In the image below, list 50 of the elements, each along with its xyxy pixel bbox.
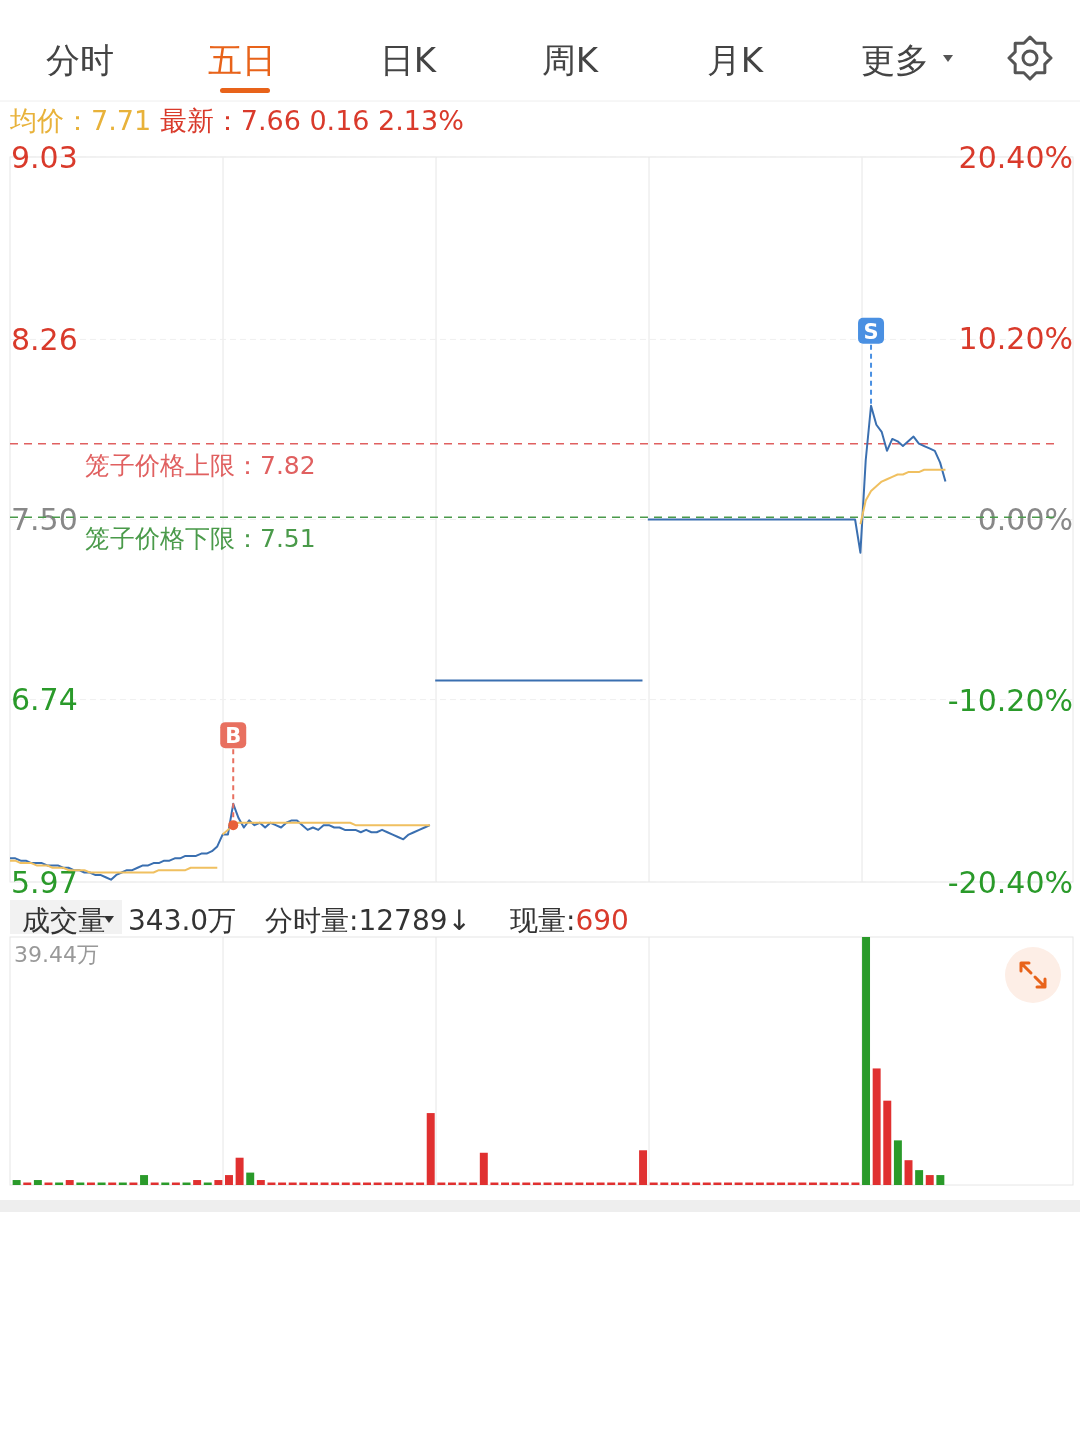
text: 分时 xyxy=(46,40,114,80)
bar xyxy=(65,1180,74,1185)
bar xyxy=(426,1113,435,1185)
chart-subtitle: 均价：7.71 最新：7.66 0.16 2.13% xyxy=(9,105,464,136)
bar xyxy=(479,1152,488,1185)
bar xyxy=(639,1150,648,1185)
text: 现量:690 xyxy=(510,903,629,937)
line-series xyxy=(221,820,431,836)
bar xyxy=(936,1175,945,1185)
bar xyxy=(12,1180,21,1185)
y2-tick-label: -20.40% xyxy=(947,864,1073,900)
ref-line-label: 笼子价格上限：7.82 xyxy=(85,450,316,480)
text: 日K xyxy=(379,40,438,80)
bar xyxy=(925,1175,934,1185)
annotation: 39.44万 xyxy=(14,942,99,967)
text: 月K xyxy=(706,40,765,80)
bar xyxy=(256,1180,265,1185)
chart-title: 成交量 xyxy=(22,903,106,937)
text: 五日 xyxy=(208,40,276,80)
y2-tick-label: -10.20% xyxy=(947,683,1073,719)
bar xyxy=(225,1175,233,1185)
bar xyxy=(140,1175,149,1185)
y2-tick-label: 10.20% xyxy=(958,320,1073,356)
bar xyxy=(214,1180,223,1185)
y-tick-label: 5.97 xyxy=(11,864,78,900)
bar xyxy=(883,1100,892,1185)
ref-line-label: 笼子价格下限：7.51 xyxy=(85,524,316,554)
line-series xyxy=(646,404,947,554)
line-series xyxy=(859,468,947,526)
sell-badge: S xyxy=(858,317,885,407)
y2-tick-label: 20.40% xyxy=(958,139,1073,175)
text: 343.0万 xyxy=(128,903,237,937)
y-tick-label: 6.74 xyxy=(11,682,78,718)
y2-tick-label: 0.00% xyxy=(977,502,1073,537)
annotation: S xyxy=(863,319,879,344)
bar xyxy=(193,1180,202,1185)
text: 周K xyxy=(541,40,600,80)
bar xyxy=(33,1180,42,1185)
bar xyxy=(862,937,871,1185)
annotation: B xyxy=(225,724,242,749)
bar xyxy=(893,1140,902,1185)
bar xyxy=(235,1157,244,1185)
y-tick-label: 8.26 xyxy=(11,321,78,357)
bar xyxy=(246,1172,255,1185)
text: 分时量:12789↓ xyxy=(265,903,471,937)
bar xyxy=(915,1170,924,1185)
text: 更多 xyxy=(861,40,929,80)
y-tick-label: 7.50 xyxy=(11,502,78,537)
bar xyxy=(872,1068,881,1185)
y-tick-label: 9.03 xyxy=(11,139,78,175)
